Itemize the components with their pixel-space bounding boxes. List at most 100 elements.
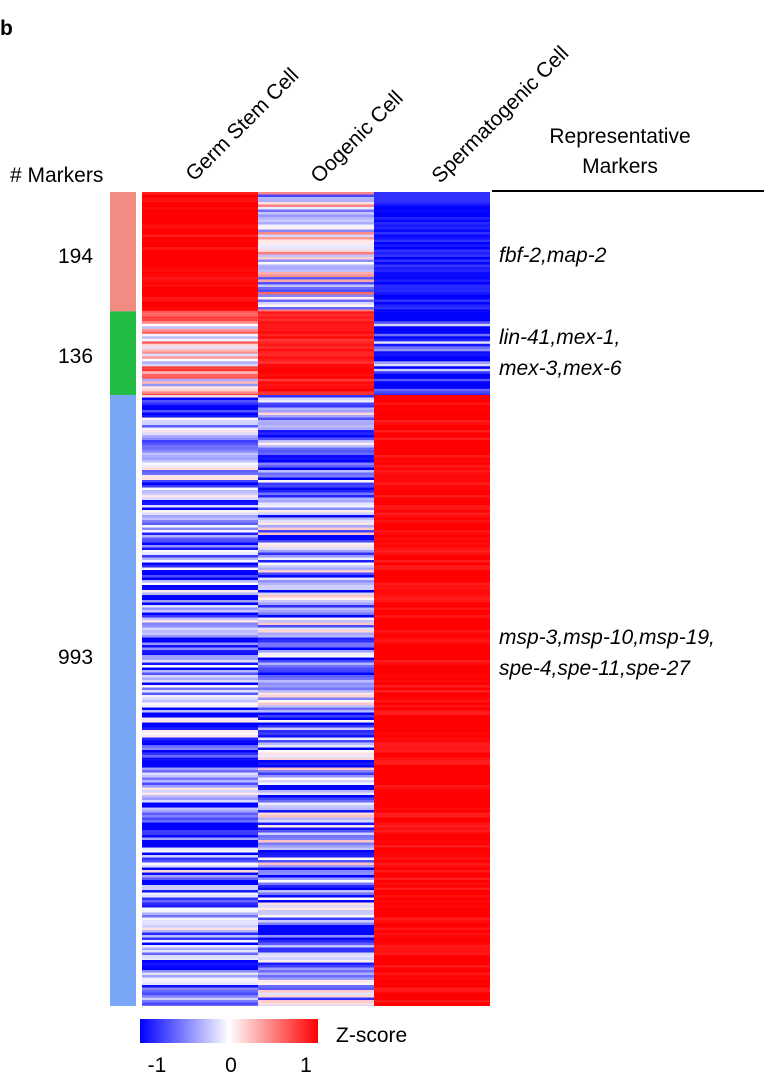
heatmap-row-line <box>374 336 490 339</box>
heatmap-row-line <box>142 680 258 683</box>
heatmap-row-line <box>258 383 374 387</box>
heatmap-row-line <box>374 597 490 601</box>
heatmap-row-line <box>374 782 490 786</box>
heatmap-row-line <box>258 304 374 307</box>
heatmap-row-line <box>142 229 258 232</box>
heatmap-row-line <box>142 239 258 242</box>
heatmap-row-line <box>142 244 258 247</box>
heatmap-row-line <box>258 214 374 217</box>
heatmap-row-line <box>258 287 374 290</box>
heatmap-row-line <box>374 625 490 628</box>
heatmap-row-line <box>142 304 258 307</box>
heatmap-row-line <box>374 194 490 197</box>
heatmap-row-line <box>142 510 258 513</box>
heatmap-row-line <box>142 597 258 601</box>
heatmap-row-line <box>142 507 258 511</box>
heatmap-row-line <box>374 527 490 531</box>
heatmap-row-line <box>374 850 490 853</box>
heatmap-row-line <box>142 224 258 227</box>
heatmap-row-line <box>142 955 258 958</box>
heatmap-row-line <box>258 204 374 207</box>
heatmap-row-line <box>258 482 374 486</box>
heatmap-row-line <box>374 865 490 868</box>
heatmap-row-line <box>258 388 374 392</box>
heatmap-row-line <box>374 695 490 698</box>
heatmap-row-line <box>258 267 374 270</box>
heatmap-row-line <box>374 555 490 558</box>
heatmap-row-line <box>142 692 258 696</box>
heatmap-row-line <box>258 545 374 548</box>
heatmap-row-line <box>142 530 258 533</box>
heatmap-row-line <box>374 507 490 511</box>
heatmap-row-line <box>374 214 490 217</box>
heatmap-row-line <box>142 252 258 255</box>
heatmap-row-line <box>142 475 258 478</box>
heatmap-row-line <box>258 407 374 411</box>
heatmap-row-line <box>374 607 490 611</box>
heatmap-row-line <box>142 492 258 496</box>
colorbar-tick-high: 1 <box>300 1054 312 1077</box>
heatmap-row-line <box>374 880 490 883</box>
heatmap-row-line <box>258 902 374 906</box>
heatmap-row-line <box>374 827 490 831</box>
heatmap-row-line <box>374 855 490 858</box>
heatmap-row-line <box>258 725 374 728</box>
heatmap-row-line <box>258 590 374 593</box>
heatmap-row-line <box>142 805 258 808</box>
heatmap-row-line <box>374 950 490 953</box>
heatmap-row-line <box>142 732 258 736</box>
heatmap-row-line <box>258 867 374 871</box>
heatmap-row-line <box>142 607 258 611</box>
heatmap-row-line <box>258 555 374 558</box>
heatmap-row-line <box>374 482 490 486</box>
heatmap-row-line <box>374 920 490 923</box>
heatmap-row-line <box>142 750 258 753</box>
heatmap-row-line <box>142 552 258 556</box>
heatmap-row-line <box>258 892 374 896</box>
heatmap-row-line <box>258 610 374 613</box>
heatmap-row-line <box>258 297 374 300</box>
heatmap-row-line <box>142 855 258 858</box>
heatmap-row-line <box>258 302 374 305</box>
heatmap-row-line <box>258 670 374 673</box>
heatmap-row-line <box>258 600 374 603</box>
heatmap-row-line <box>374 800 490 803</box>
heatmap-row-line <box>374 378 490 382</box>
heatmap-row-line <box>258 812 374 816</box>
heatmap-row-line <box>142 222 258 225</box>
heatmap-row-line <box>374 812 490 816</box>
heatmap-row-line <box>258 224 374 227</box>
heatmap-row-line <box>374 435 490 438</box>
heatmap-row-line <box>258 940 374 943</box>
heatmap-row-line <box>374 665 490 668</box>
heatmap-row-line <box>142 982 258 986</box>
heatmap-row-line <box>374 530 490 533</box>
heatmap-row-line <box>258 358 374 362</box>
heatmap-row-line <box>374 632 490 636</box>
heatmap-row-line <box>142 642 258 646</box>
heatmap-row-line <box>142 992 258 996</box>
heatmap-row-line <box>374 710 490 713</box>
heatmap-row-line <box>142 672 258 676</box>
heatmap-row-line <box>258 525 374 528</box>
heatmap-row-line <box>142 852 258 856</box>
heatmap-row-line <box>374 602 490 606</box>
heatmap-row-line <box>258 470 374 473</box>
heatmap-row-line <box>374 627 490 631</box>
heatmap-row-line <box>142 356 258 359</box>
heatmap-row-line <box>258 311 374 314</box>
heatmap-row-line <box>258 865 374 868</box>
heatmap-row-line <box>374 805 490 808</box>
heatmap-row-line <box>142 600 258 603</box>
heatmap-row-line <box>142 194 258 197</box>
heatmap-row-line <box>374 752 490 756</box>
heatmap-row-line <box>142 820 258 823</box>
heatmap-row-line <box>374 822 490 826</box>
heatmap-row-line <box>258 910 374 913</box>
heatmap-row-line <box>142 617 258 621</box>
heatmap-row-line <box>142 740 258 743</box>
heatmap-row-line <box>142 537 258 541</box>
heatmap-row-line <box>142 217 258 220</box>
heatmap-row-line <box>258 585 374 588</box>
heatmap-row-line <box>142 657 258 661</box>
